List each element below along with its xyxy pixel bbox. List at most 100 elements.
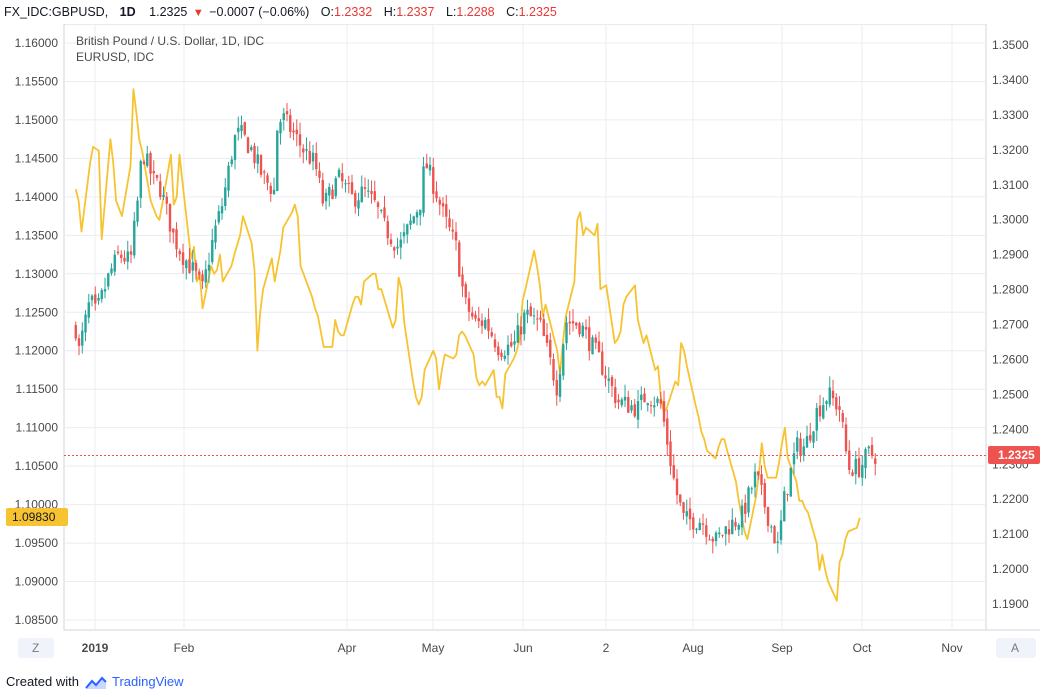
candle-body — [181, 252, 185, 265]
candle-body — [458, 242, 461, 277]
candle-down — [487, 308, 490, 340]
candle-up — [360, 175, 363, 203]
candle-down — [536, 309, 539, 331]
open-value: 1.2332 — [334, 5, 373, 19]
candle-up — [84, 310, 87, 342]
candle-down — [627, 390, 630, 413]
candle-body — [295, 129, 298, 135]
candle-up — [646, 402, 649, 412]
candle-body — [409, 220, 412, 225]
high-label: H: — [383, 5, 397, 19]
interval-label[interactable]: 1D — [119, 5, 136, 19]
candle-up — [623, 384, 627, 408]
candle-body — [727, 529, 731, 535]
candle-body — [435, 191, 438, 199]
x-tick-label: May — [422, 641, 445, 655]
candle-body — [233, 135, 237, 160]
candle-body — [854, 458, 857, 475]
candle-up — [220, 198, 224, 220]
y-right-tick-label: 1.3500 — [992, 38, 1029, 52]
candle-body — [685, 511, 688, 517]
candle-down — [142, 159, 146, 165]
candle-body — [653, 405, 656, 408]
candle-body — [695, 528, 698, 531]
candle-body — [523, 312, 526, 335]
candle-up — [107, 272, 110, 290]
candle-up — [126, 240, 129, 270]
candle-body — [321, 179, 324, 204]
candle-body — [188, 259, 191, 274]
candle-body — [633, 404, 636, 417]
candle-down — [172, 228, 175, 244]
candle-body — [555, 380, 558, 396]
y-right-tick-label: 1.2700 — [992, 318, 1029, 332]
candle-body — [786, 494, 789, 496]
candle-up — [523, 309, 526, 341]
candle-down — [552, 353, 555, 386]
candle-up — [854, 450, 857, 485]
eurusd-series-line[interactable] — [74, 88, 861, 602]
candle-body — [149, 152, 152, 174]
candle-body — [415, 212, 419, 218]
candle-up — [805, 425, 809, 448]
candle-body — [116, 251, 120, 254]
y-left-tick-label: 1.12000 — [15, 344, 59, 358]
candle-up — [698, 518, 701, 531]
y-left-tick-label: 1.14000 — [15, 190, 59, 204]
legend-compare[interactable]: EURUSD, IDC — [76, 50, 154, 64]
candle-down — [578, 321, 581, 338]
price-chart[interactable]: 1.16000 1.15500 1.15000 1.14500 1.14000 1.135… — [0, 24, 1048, 664]
candle-body — [97, 297, 100, 301]
candle-body — [529, 306, 532, 317]
candle-body — [272, 189, 276, 195]
candle-up — [133, 212, 136, 259]
candle-down — [688, 497, 692, 531]
candle-up — [724, 525, 727, 546]
auto-scale-button[interactable]: A — [996, 638, 1036, 658]
candle-down — [451, 219, 454, 240]
candle-down — [302, 144, 305, 164]
candle-down — [201, 270, 204, 289]
candle-body — [207, 264, 211, 271]
candle-body — [831, 390, 835, 399]
candle-down — [617, 394, 620, 410]
candle-up — [237, 116, 240, 141]
candle-up — [620, 397, 623, 408]
candle-body — [311, 152, 315, 162]
candle-up — [415, 209, 419, 226]
candle-body — [305, 149, 308, 151]
legend-main[interactable]: British Pound / U.S. Dollar, 1D, IDC — [76, 34, 264, 48]
candle-down — [178, 248, 181, 262]
candle-down — [510, 333, 513, 348]
candle-up — [428, 156, 432, 176]
candle-down — [721, 534, 724, 538]
candle-down — [669, 430, 672, 475]
candle-body — [142, 161, 146, 164]
candle-down — [549, 332, 552, 365]
candle-body — [269, 185, 272, 194]
candle-down — [786, 493, 789, 502]
candle-up — [87, 293, 90, 324]
y-left-tick-label: 1.11000 — [16, 421, 59, 435]
y-left-tick-label: 1.08500 — [15, 613, 59, 627]
candle-up — [516, 313, 519, 344]
candle-up — [422, 157, 425, 217]
candle-body — [324, 192, 328, 202]
candle-body — [367, 190, 370, 192]
x-tick-label: Jun — [513, 641, 532, 655]
candle-body — [406, 224, 409, 235]
symbol-name[interactable]: FX_IDC:GBPUSD, — [4, 5, 109, 19]
candle-body — [266, 175, 269, 183]
candle-down — [289, 108, 292, 139]
candle-body — [318, 170, 321, 178]
candle-down — [659, 392, 662, 409]
scale-mode-button[interactable]: Z — [18, 638, 54, 658]
y-left-tick-label: 1.09000 — [15, 575, 59, 589]
candle-body — [487, 318, 490, 332]
candle-down — [435, 181, 438, 203]
candle-down — [844, 417, 848, 455]
footer-brand[interactable]: TradingView — [112, 674, 184, 689]
candle-body — [675, 478, 679, 496]
footer-credit: Created with TradingView — [6, 672, 184, 692]
candle-up — [90, 294, 94, 307]
